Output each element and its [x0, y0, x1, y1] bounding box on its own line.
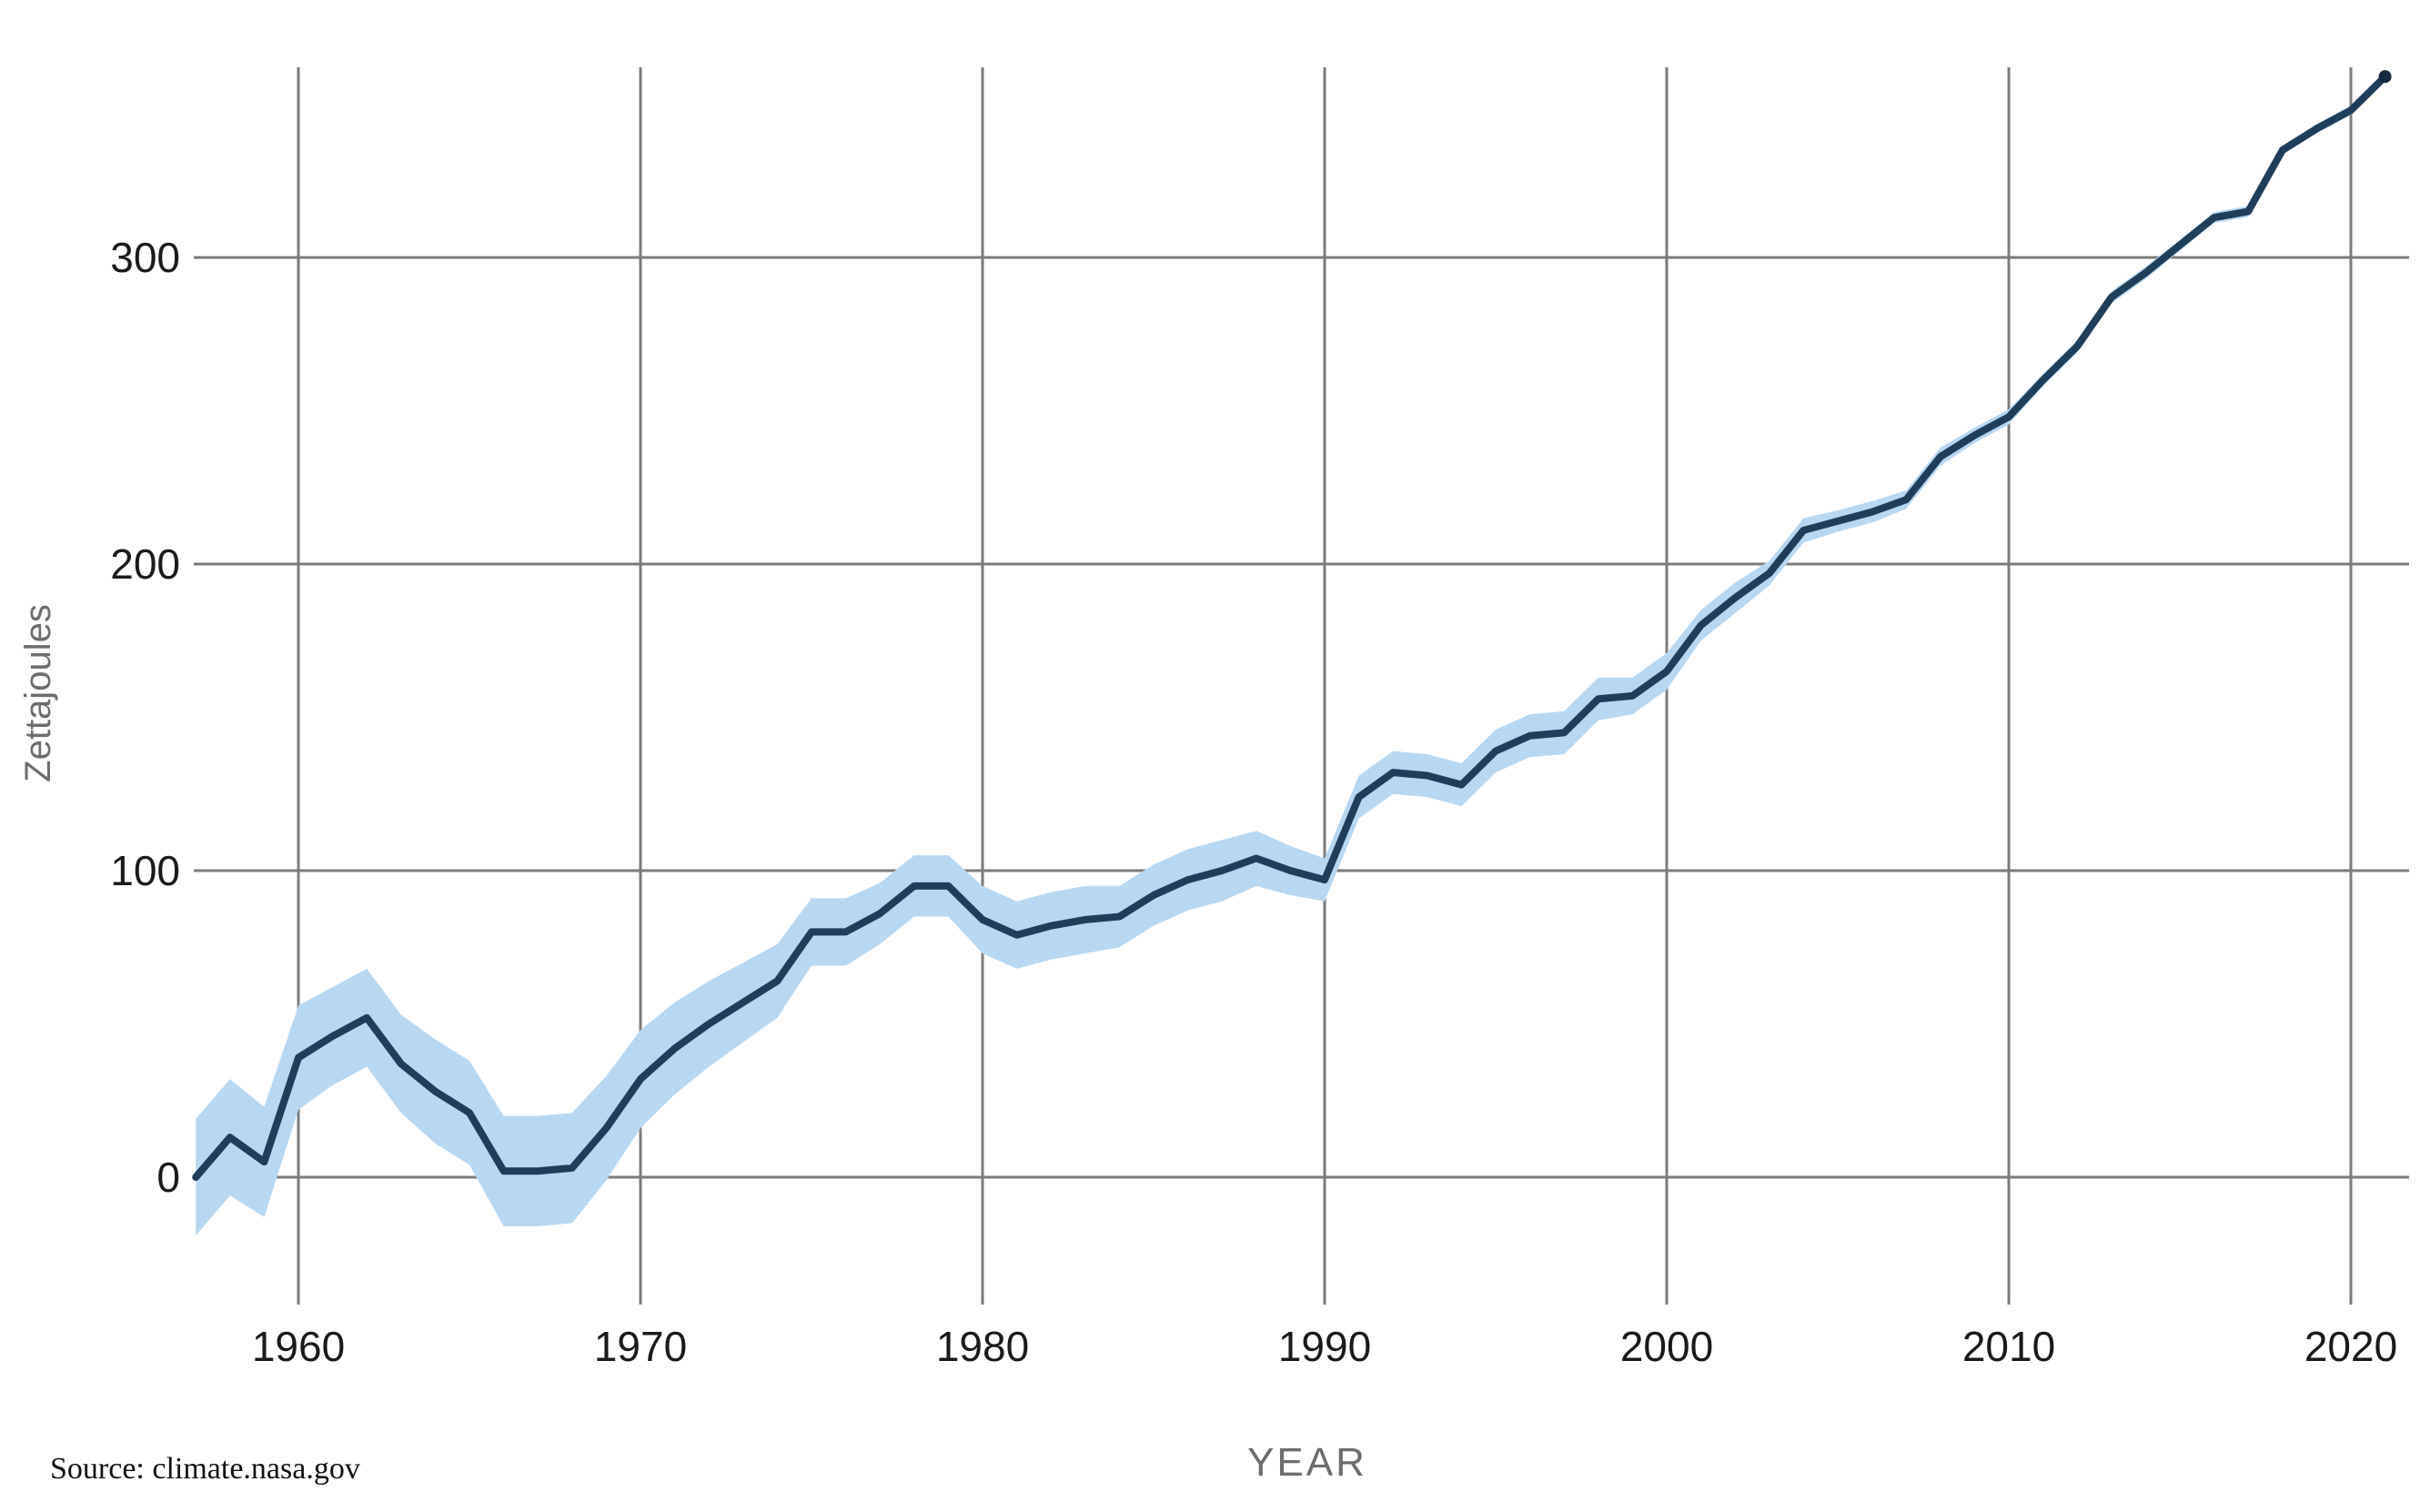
x-tick-label: 1990 — [1277, 1323, 1372, 1370]
uncertainty-band — [196, 72, 2385, 1236]
line-end-marker — [2378, 70, 2392, 84]
x-tick-label: 2010 — [1961, 1323, 2056, 1370]
data-line — [192, 73, 2389, 1181]
x-tick-label: 1960 — [251, 1323, 346, 1370]
y-tick-label: 0 — [156, 1154, 180, 1201]
y-tick-label: 300 — [110, 234, 180, 281]
x-tick-label: 2000 — [1619, 1323, 1714, 1370]
y-axis-title: Zettajoules — [18, 604, 58, 782]
y-tick-label: 100 — [110, 847, 180, 894]
x-tick-label: 1980 — [935, 1323, 1030, 1370]
x-tick-label: 2020 — [2304, 1323, 2398, 1370]
y-tick-label: 200 — [110, 540, 180, 588]
x-tick-label: 1970 — [593, 1323, 688, 1370]
source-note: Source: climate.nasa.gov — [50, 1452, 360, 1486]
x-axis-title: YEAR — [1247, 1440, 1367, 1485]
